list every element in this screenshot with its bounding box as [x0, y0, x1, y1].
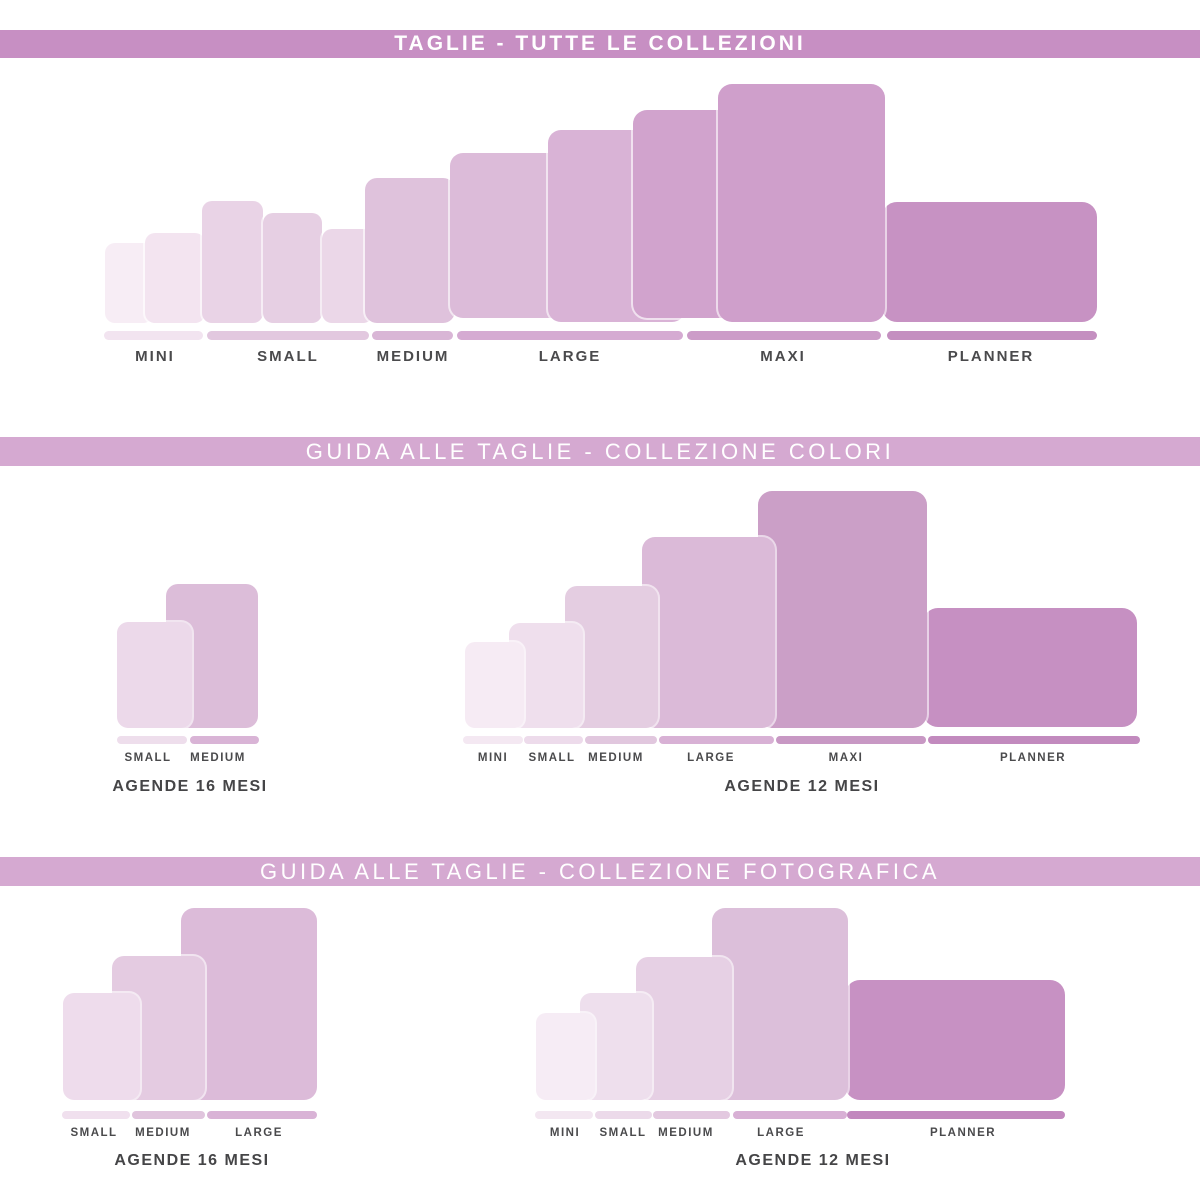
book-s1-small-3 [322, 229, 373, 323]
size-bar-f12-large [733, 1111, 847, 1119]
book-c16-small [117, 622, 192, 728]
size-label-s1-maxi: MAXI [760, 348, 806, 365]
book-s1-maxi-2 [718, 84, 885, 322]
size-label-s1-medium: MEDIUM [376, 348, 450, 365]
size-label-c16-medium: MEDIUM [190, 752, 246, 764]
book-c12-maxi [758, 491, 927, 728]
size-bar-c12-large [659, 736, 774, 744]
book-s1-mini-2 [145, 233, 205, 323]
group-caption-colori-16-mesi: AGENDE 16 MESI [112, 778, 268, 795]
book-c12-mini [465, 642, 524, 728]
size-bar-s1-small [207, 331, 369, 340]
size-bar-f16-large [207, 1111, 317, 1119]
size-bar-c12-planner [928, 736, 1140, 744]
size-label-f16-small: SMALL [70, 1127, 118, 1139]
size-bar-c16-small [117, 736, 187, 744]
book-s1-small-1 [202, 201, 263, 323]
section-header-taglie-tutte-le-collezioni: TAGLIE - TUTTE LE COLLEZIONI [0, 30, 1200, 58]
size-bar-s1-mini [104, 331, 203, 340]
size-label-c12-large: LARGE [687, 752, 735, 764]
section-header-guida-collezione-fotografica: GUIDA ALLE TAGLIE - COLLEZIONE FOTOGRAFI… [0, 857, 1200, 886]
book-s1-small-2 [263, 213, 322, 323]
size-label-f16-large: LARGE [235, 1127, 283, 1139]
group-caption-colori-12-mesi: AGENDE 12 MESI [724, 778, 880, 795]
size-label-f16-medium: MEDIUM [135, 1127, 191, 1139]
size-bar-c12-medium [585, 736, 657, 744]
section-header-guida-collezione-colori: GUIDA ALLE TAGLIE - COLLEZIONE COLORI [0, 437, 1200, 466]
size-label-f12-planner: PLANNER [929, 1127, 997, 1139]
size-label-f12-mini: MINI [549, 1127, 581, 1139]
book-c12-large [642, 537, 775, 728]
size-bar-f16-small [62, 1111, 130, 1119]
group-caption-foto-16-mesi: AGENDE 16 MESI [114, 1152, 270, 1169]
size-bar-s1-planner [887, 331, 1097, 340]
book-f12-medium [636, 957, 732, 1100]
size-bar-f12-mini [535, 1111, 593, 1119]
size-label-c12-planner: PLANNER [999, 752, 1067, 764]
size-bar-s1-medium [372, 331, 453, 340]
size-label-c16-small: SMALL [124, 752, 172, 764]
size-bar-s1-large [457, 331, 683, 340]
size-label-s1-planner: PLANNER [947, 348, 1035, 365]
size-bar-f12-small [595, 1111, 652, 1119]
size-label-c12-medium: MEDIUM [588, 752, 644, 764]
size-label-f12-small: SMALL [599, 1127, 647, 1139]
size-label-s1-small: SMALL [257, 348, 319, 365]
size-bar-c12-small [524, 736, 583, 744]
book-f12-planner [845, 980, 1065, 1100]
size-label-f12-large: LARGE [757, 1127, 805, 1139]
book-s1-planner [882, 202, 1097, 322]
book-f12-large [712, 908, 848, 1100]
size-label-s1-large: LARGE [538, 348, 602, 365]
size-bar-c16-medium [190, 736, 259, 744]
size-label-f12-medium: MEDIUM [658, 1127, 714, 1139]
size-bar-f12-planner [847, 1111, 1065, 1119]
size-label-c12-small: SMALL [528, 752, 576, 764]
size-bar-f12-medium [653, 1111, 730, 1119]
size-label-c12-mini: MINI [477, 752, 509, 764]
size-label-c12-maxi: MAXI [828, 752, 864, 764]
size-bar-s1-maxi [687, 331, 881, 340]
group-caption-foto-12-mesi: AGENDE 12 MESI [735, 1152, 891, 1169]
size-label-s1-mini: MINI [135, 348, 175, 365]
book-f16-small [63, 993, 140, 1100]
size-bar-c12-maxi [776, 736, 926, 744]
size-bar-c12-mini [463, 736, 523, 744]
size-bar-f16-medium [132, 1111, 205, 1119]
book-c12-planner [923, 608, 1137, 727]
book-s1-medium [365, 178, 455, 323]
book-f12-mini [536, 1013, 595, 1100]
